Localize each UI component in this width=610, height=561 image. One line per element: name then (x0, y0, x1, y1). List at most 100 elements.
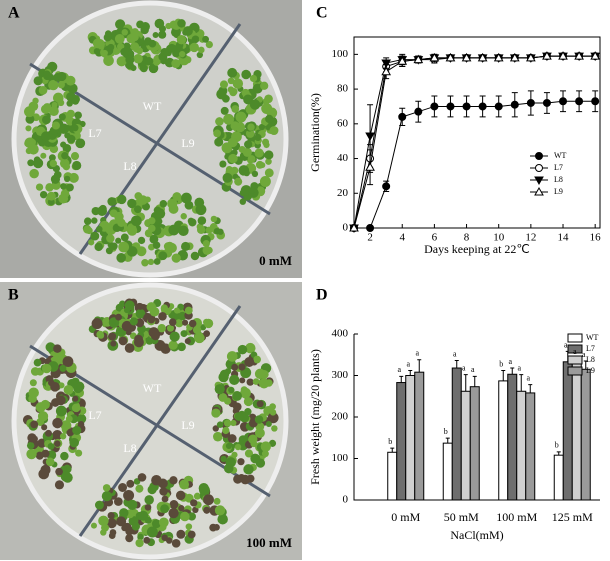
seedling (116, 253, 126, 263)
seedling (165, 22, 172, 30)
seedling (258, 123, 266, 131)
panel-label: A (8, 5, 20, 22)
seedling (135, 308, 146, 319)
seedling (219, 369, 230, 379)
seedling (244, 449, 254, 458)
seedling (116, 516, 127, 527)
seedling (248, 187, 255, 194)
seedling (71, 403, 81, 413)
seedling (115, 19, 126, 30)
x-tick-label: 10 (493, 232, 505, 244)
seedling (263, 141, 270, 149)
seedling (95, 225, 103, 233)
bar (516, 390, 527, 501)
genotype-label: L7 (88, 408, 101, 422)
seedling (100, 529, 107, 536)
genotype-label: L8 (123, 159, 136, 173)
seedling (138, 195, 148, 205)
seedling (106, 518, 117, 529)
seedling (190, 251, 200, 261)
seedling (148, 224, 156, 233)
seedling (205, 40, 213, 49)
legend-label: L7 (586, 344, 595, 353)
seedling (193, 492, 201, 500)
seedling (224, 397, 232, 405)
seedling (154, 18, 165, 29)
seedling (110, 340, 117, 347)
marker (559, 97, 568, 106)
seedling (54, 440, 61, 447)
marker (461, 52, 472, 62)
seedling (108, 332, 117, 341)
seedling (39, 190, 48, 199)
seedling (216, 89, 227, 100)
seedling (254, 415, 264, 424)
seedling (57, 99, 65, 107)
seedling (168, 318, 177, 326)
seedling (135, 538, 144, 548)
marker (414, 107, 423, 116)
y-tick-label: 40 (337, 152, 349, 164)
significance-letter: b (555, 441, 559, 450)
y-tick-label: 100 (332, 452, 349, 464)
seedling (179, 51, 186, 58)
seedling (29, 379, 37, 387)
bar (414, 371, 425, 501)
seedling (134, 334, 144, 344)
seedling (88, 239, 95, 246)
seedling (48, 154, 56, 162)
seedling (137, 473, 147, 482)
seedling (231, 105, 240, 113)
seedling (33, 76, 43, 86)
seedling (203, 494, 214, 506)
seedling (41, 131, 51, 142)
seedling (118, 483, 128, 492)
seedling (169, 331, 180, 342)
seedling (131, 215, 142, 227)
seedling (256, 400, 264, 408)
bar (580, 368, 591, 501)
seedling (141, 259, 149, 267)
y-axis-label: Fresh weight (mg/20 plants) (308, 349, 322, 485)
seedling (234, 177, 243, 186)
seedling (28, 387, 39, 398)
seedling (194, 197, 205, 208)
bar (562, 361, 573, 501)
seedling (219, 80, 229, 89)
panel-label: C (316, 5, 328, 22)
marker (398, 112, 407, 121)
significance-letter: a (471, 365, 475, 374)
bar (387, 451, 398, 501)
x-tick-label: 0 mM (391, 510, 420, 524)
seedling (158, 251, 168, 261)
seedling (167, 198, 178, 209)
significance-letter: a (406, 359, 410, 368)
marker (381, 59, 392, 69)
seedling (178, 225, 189, 237)
seedling (166, 324, 175, 332)
seedling (184, 200, 194, 210)
seedling (110, 242, 118, 250)
seedling (94, 500, 104, 510)
seedling (148, 39, 157, 48)
seedling (121, 29, 129, 36)
y-tick-label: 100 (332, 48, 349, 60)
seedling (62, 163, 71, 171)
significance-letter: a (462, 363, 466, 372)
seedling (175, 490, 186, 501)
seedling (27, 433, 37, 443)
marker (397, 56, 408, 65)
seedling (45, 183, 54, 192)
seedling (245, 342, 256, 354)
seedling (179, 479, 190, 490)
x-tick-label: 6 (432, 232, 438, 244)
seedling (103, 55, 114, 66)
seedling (54, 480, 65, 490)
seedling (47, 379, 55, 387)
seedling (25, 125, 32, 132)
marker (382, 182, 391, 191)
seedling (246, 378, 254, 386)
seedling (265, 420, 272, 428)
seedling (101, 49, 108, 57)
seedling (123, 489, 135, 501)
